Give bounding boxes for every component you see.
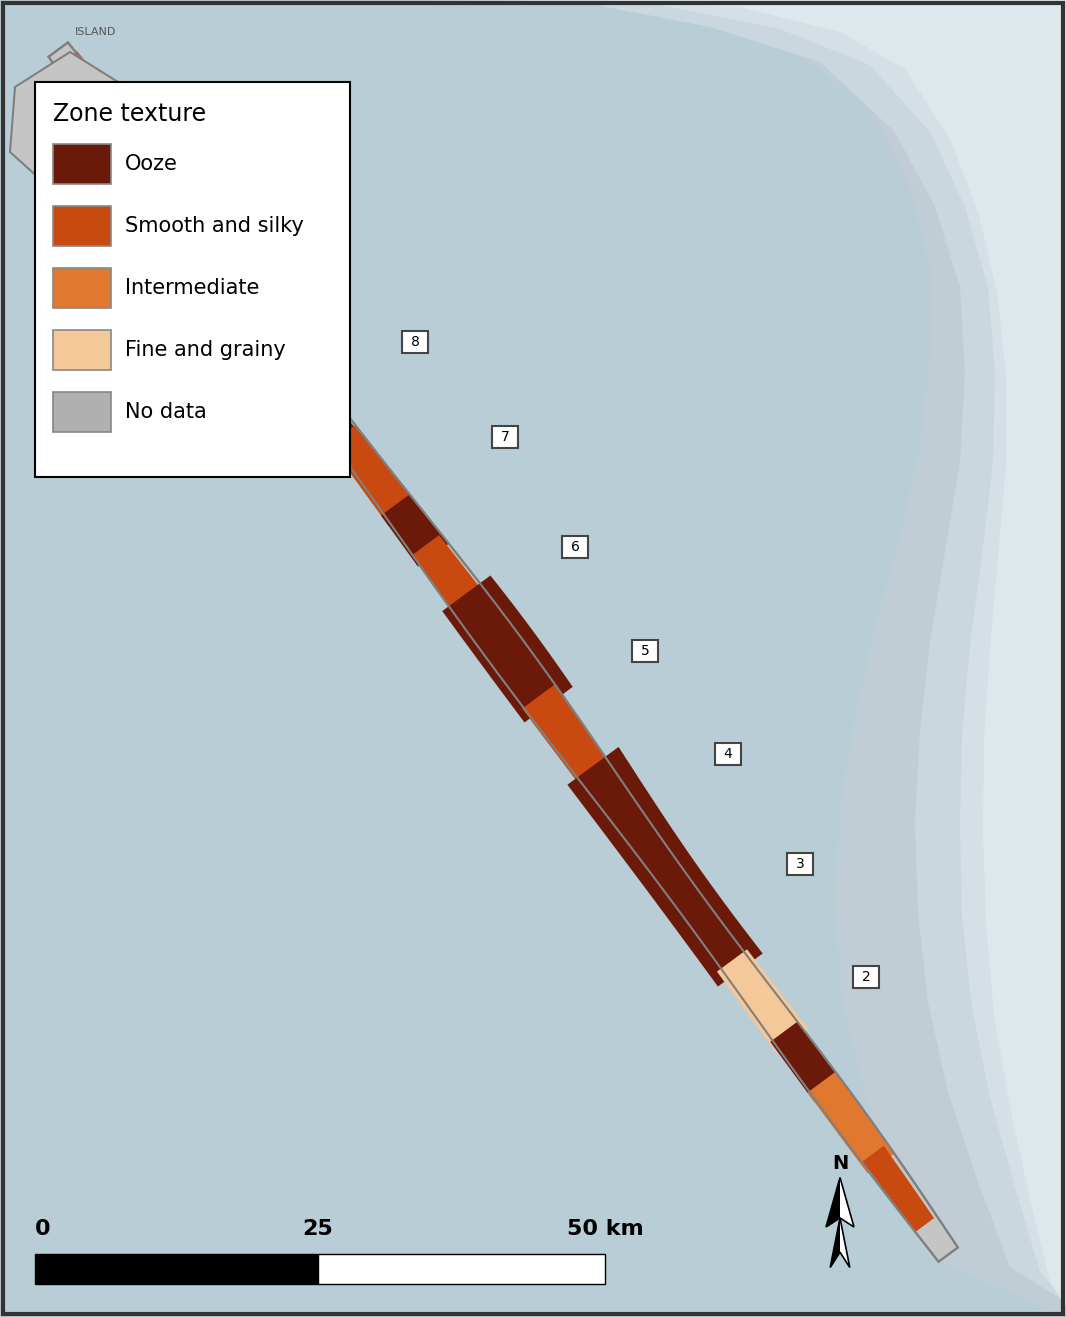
Bar [632, 640, 658, 662]
Text: 2: 2 [861, 971, 870, 984]
Polygon shape [840, 1177, 854, 1227]
Polygon shape [826, 1177, 840, 1227]
Text: 7: 7 [501, 429, 510, 444]
Polygon shape [862, 1146, 934, 1231]
Polygon shape [320, 0, 1066, 1317]
Polygon shape [381, 494, 449, 566]
Polygon shape [567, 747, 762, 986]
Polygon shape [500, 0, 1066, 1303]
Polygon shape [53, 51, 133, 141]
Text: 25: 25 [303, 1220, 334, 1239]
Text: N: N [831, 1154, 849, 1173]
Bar [53, 205, 111, 246]
Text: Fine and grainy: Fine and grainy [125, 340, 286, 360]
Polygon shape [49, 42, 958, 1262]
Polygon shape [771, 1022, 843, 1102]
Text: 4: 4 [724, 747, 732, 761]
Polygon shape [442, 576, 572, 723]
Bar [402, 331, 429, 353]
Polygon shape [99, 111, 162, 180]
Bar [318, 1254, 605, 1284]
Bar [53, 267, 111, 308]
Bar [209, 121, 235, 144]
Polygon shape [600, 0, 1066, 1306]
Polygon shape [329, 425, 418, 525]
Bar [715, 743, 741, 765]
Bar [35, 82, 350, 477]
Bar [492, 425, 518, 448]
Text: No data: No data [125, 402, 207, 421]
Bar [853, 965, 879, 988]
Bar [787, 853, 813, 874]
Polygon shape [807, 1072, 894, 1173]
Polygon shape [830, 1218, 840, 1267]
Text: Ooze: Ooze [125, 154, 178, 174]
Text: 5: 5 [641, 644, 649, 658]
Bar [305, 224, 332, 246]
Text: 3: 3 [795, 857, 805, 871]
Polygon shape [411, 535, 485, 616]
Bar [53, 331, 111, 370]
Polygon shape [241, 303, 318, 392]
Text: 50 km: 50 km [567, 1220, 644, 1239]
Text: Smooth and silky: Smooth and silky [125, 216, 304, 236]
Polygon shape [840, 1218, 850, 1267]
Polygon shape [286, 366, 361, 453]
Polygon shape [400, 0, 1066, 1303]
Bar [562, 536, 588, 558]
Text: Zone texture: Zone texture [53, 101, 206, 126]
Bar [35, 1254, 318, 1284]
Polygon shape [205, 253, 272, 331]
Polygon shape [10, 51, 150, 198]
Text: Intermediate: Intermediate [125, 278, 259, 298]
Bar [53, 144, 111, 184]
Text: 8: 8 [410, 335, 419, 349]
Polygon shape [717, 950, 808, 1052]
Text: 6: 6 [570, 540, 580, 554]
Polygon shape [522, 685, 612, 789]
Polygon shape [126, 149, 240, 283]
Text: 0: 0 [35, 1220, 50, 1239]
Bar [53, 392, 111, 432]
Text: 10: 10 [213, 125, 231, 140]
Text: ISLAND: ISLAND [75, 28, 116, 37]
Text: 9: 9 [313, 228, 322, 242]
